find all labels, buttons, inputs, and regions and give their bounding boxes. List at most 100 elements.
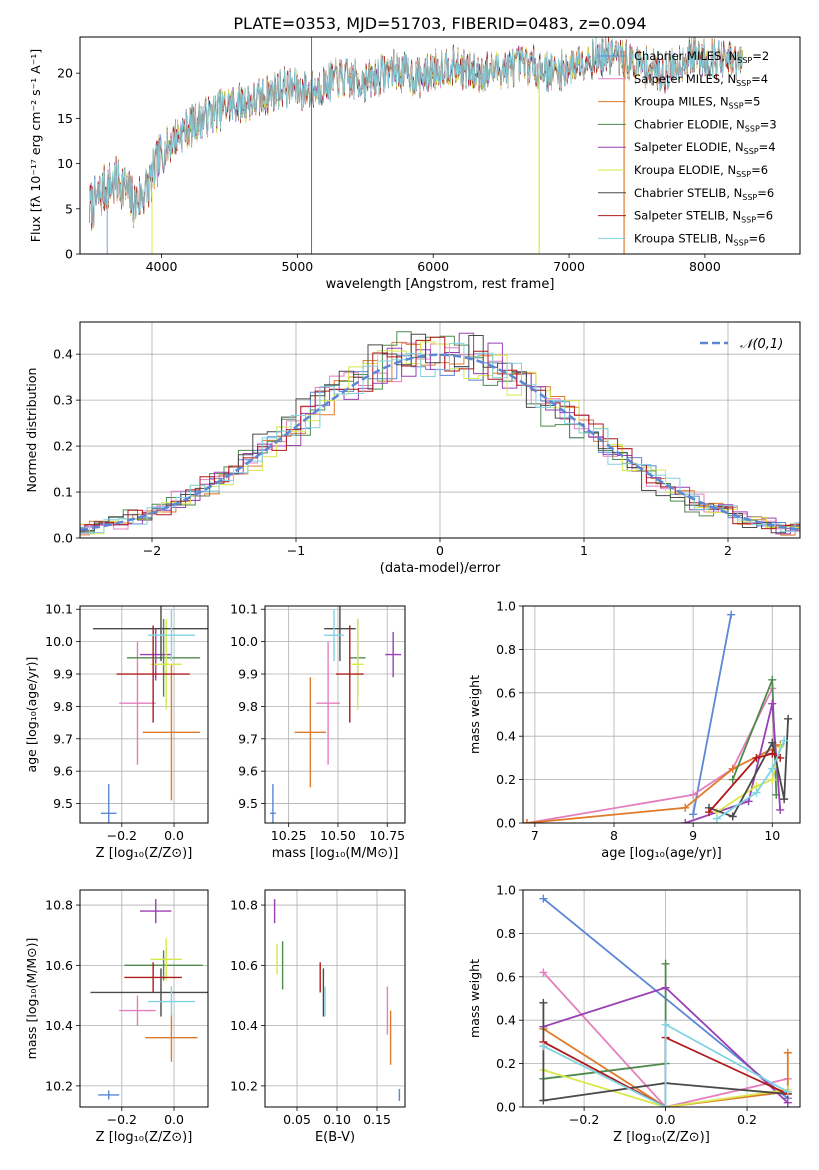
mass_vs_EBV-ytick-label: 10.4 bbox=[230, 1018, 258, 1033]
weight_vs_age-frame bbox=[522, 605, 801, 824]
gaussian-curve bbox=[80, 353, 800, 532]
weight_vs_Z-series-2 bbox=[542, 1028, 789, 1107]
mass_vs_Z-xtick-label: 0.0 bbox=[164, 1112, 184, 1127]
age_vs_mass-frame bbox=[264, 605, 406, 824]
weight_vs_Z-marker bbox=[661, 959, 670, 968]
weight_vs_age-marker bbox=[780, 795, 789, 804]
legend-label: Kroupa ELODIE, NSSP=6 bbox=[634, 163, 768, 179]
spectrum-xtick-label: 4000 bbox=[146, 259, 178, 274]
weight_vs_Z-ylabel: mass weight bbox=[467, 959, 482, 1038]
weight_vs_age-marker bbox=[689, 790, 698, 799]
age_vs_mass-xtick-label: 10.50 bbox=[320, 828, 356, 843]
spectrum-plot-area bbox=[89, 37, 744, 254]
weight_vs_age-marker bbox=[768, 749, 777, 758]
mass_vs_Z-xlabel: Z [log₁₀(Z/Z⊙)] bbox=[96, 1130, 193, 1145]
residual_histogram-xtick-label: −2 bbox=[143, 543, 161, 558]
age_vs_Z-ylabel: age [log₁₀(age/yr)] bbox=[24, 657, 39, 773]
legend-label: Salpeter MILES, NSSP=4 bbox=[634, 72, 768, 88]
histogram-series-8 bbox=[80, 342, 800, 533]
mass_vs_Z-panel: −0.2 0.0 10.2 10.4 10.6 10.8 Z [log₁₀(Z/Z⊙)] ma… bbox=[24, 889, 209, 1145]
mass_vs_EBV-ytick-label: 10.2 bbox=[230, 1078, 258, 1093]
weight_vs_Z-ytick-label: 0.6 bbox=[496, 969, 516, 984]
mass_vs_Z-frame bbox=[79, 889, 209, 1108]
mass_vs_Z-ytick-label: 10.2 bbox=[45, 1078, 73, 1093]
weight_vs_age-xtick-label: 9 bbox=[689, 828, 697, 843]
weight_vs_age-xtick-label: 7 bbox=[531, 828, 539, 843]
age_vs_mass-ytick-label: 9.8 bbox=[238, 699, 258, 714]
residual_histogram-ylabel: Normed distribution bbox=[24, 368, 39, 493]
mass_vs_EBV-frame bbox=[264, 889, 406, 1108]
weight_vs_age-marker bbox=[768, 699, 777, 708]
age_vs_Z-ytick-label: 10.0 bbox=[45, 634, 73, 649]
age_vs_Z-xtick-label: 0.0 bbox=[164, 828, 184, 843]
weight_vs_Z-marker bbox=[539, 1042, 548, 1051]
age_vs_Z-frame bbox=[79, 605, 209, 824]
figure-title: PLATE=0353, MJD=51703, FIBERID=0483, z=0… bbox=[233, 14, 646, 33]
age_vs_mass-panel: 10.25 10.50 10.75 9.5 9.6 9.7 9.8 9.9 10.0 10.1 ma… bbox=[230, 602, 406, 861]
weight_vs_age-marker bbox=[728, 812, 737, 821]
age_vs_Z-xtick-label: −0.2 bbox=[107, 828, 137, 843]
residual_histogram-plot-area bbox=[80, 331, 800, 538]
legend-label: Chabrier STELIB, NSSP=6 bbox=[634, 186, 774, 202]
weight_vs_age-marker bbox=[768, 675, 777, 684]
residual_histogram-ytick-label: 0.2 bbox=[53, 439, 73, 454]
mass_vs_EBV-xtick-label: 0.05 bbox=[283, 1112, 311, 1127]
weight_vs_Z-ytick-label: 0.2 bbox=[496, 1056, 516, 1071]
weight_vs_Z-marker bbox=[661, 983, 670, 992]
residual_histogram-panel: −2 −1 0 1 2 0.0 0.1 0.2 0.3 0.4 (data-model)/error… bbox=[24, 321, 801, 576]
legend-label: Chabrier ELODIE, NSSP=3 bbox=[634, 117, 777, 133]
weight_vs_age-plot-area bbox=[523, 610, 793, 823]
weight_vs_Z-xtick-label: 0.2 bbox=[737, 1112, 757, 1127]
weight_vs_age-marker bbox=[681, 803, 690, 812]
spectrum-ytick-label: 15 bbox=[57, 111, 73, 126]
weight_vs_age-ytick-label: 0.6 bbox=[496, 685, 516, 700]
residual_histogram-ytick-label: 0.1 bbox=[53, 485, 73, 500]
weight_vs_age-xlabel: age [log₁₀(age/yr)] bbox=[601, 846, 722, 861]
spectrum-line-8 bbox=[89, 37, 744, 227]
weight_vs_Z-frame bbox=[522, 889, 801, 1108]
weight_vs_age-ytick-label: 0.4 bbox=[496, 729, 516, 744]
weight_vs_age-marker bbox=[728, 775, 737, 784]
weight_vs_Z-ytick-label: 1.0 bbox=[496, 883, 516, 898]
weight_vs_age-ytick-label: 0.2 bbox=[496, 772, 516, 787]
age_vs_Z-ytick-label: 9.6 bbox=[53, 764, 73, 779]
residual_histogram-xtick-label: 0 bbox=[436, 543, 444, 558]
weight_vs_Z-marker bbox=[783, 1098, 792, 1107]
weight_vs_Z-marker bbox=[539, 998, 548, 1007]
age_vs_mass-ytick-label: 10.0 bbox=[230, 634, 258, 649]
spectrum-ylabel: Flux [fλ 10⁻¹⁷ erg cm⁻² s⁻¹ A⁻¹] bbox=[28, 49, 43, 242]
weight_vs_Z-ytick-label: 0.8 bbox=[496, 926, 516, 941]
age_vs_mass-plot-area bbox=[269, 606, 402, 823]
mass_vs_EBV-plot-area bbox=[273, 899, 401, 1101]
residual_histogram-frame bbox=[79, 321, 801, 539]
spectrum-xtick-label: 5000 bbox=[281, 259, 313, 274]
mass_vs_Z-plot-area bbox=[90, 899, 208, 1100]
residual_histogram-xlabel: (data-model)/error bbox=[380, 561, 501, 576]
weight_vs_age-series-4 bbox=[684, 703, 782, 823]
mass_vs_Z-xtick-label: −0.2 bbox=[107, 1112, 137, 1127]
weight_vs_age-xtick-label: 10 bbox=[764, 828, 780, 843]
age_vs_mass-grid bbox=[265, 606, 405, 823]
weight_vs_Z-plot-area bbox=[539, 894, 792, 1107]
mass_vs_EBV-xtick-label: 0.15 bbox=[363, 1112, 391, 1127]
weight_vs_Z-series-6 bbox=[542, 1002, 788, 1102]
age_vs_Z-xlabel: Z [log₁₀(Z/Z⊙)] bbox=[96, 846, 193, 861]
residual_histogram-ytick-label: 0.0 bbox=[53, 531, 73, 546]
mass_vs_EBV-xtick-label: 0.10 bbox=[323, 1112, 351, 1127]
mass_vs_EBV-xlabel: E(B-V) bbox=[315, 1130, 355, 1145]
age_vs_mass-xlabel: mass [log₁₀(M/M⊙)] bbox=[272, 846, 399, 861]
weight_vs_age-marker bbox=[728, 764, 737, 773]
age_vs_mass-ytick-label: 9.6 bbox=[238, 764, 258, 779]
weight_vs_age-marker bbox=[523, 819, 531, 823]
weight_vs_age-series-8 bbox=[716, 740, 786, 820]
mass_vs_EBV-panel: 0.05 0.10 0.15 10.2 10.4 10.6 10.8 E(B-V) bbox=[230, 889, 406, 1145]
age_vs_mass-ytick-label: 9.5 bbox=[238, 796, 258, 811]
spectrum-xtick-label: 6000 bbox=[417, 259, 449, 274]
age_vs_mass-xtick-label: 10.25 bbox=[271, 828, 307, 843]
weight_vs_age-marker bbox=[780, 736, 789, 745]
weight_vs_age-marker bbox=[727, 610, 736, 619]
weight_vs_Z-marker bbox=[539, 894, 548, 903]
residual_histogram-ytick-label: 0.4 bbox=[53, 347, 73, 362]
residual_histogram-ytick-label: 0.3 bbox=[53, 393, 73, 408]
age_vs_mass-ytick-label: 9.7 bbox=[238, 731, 258, 746]
